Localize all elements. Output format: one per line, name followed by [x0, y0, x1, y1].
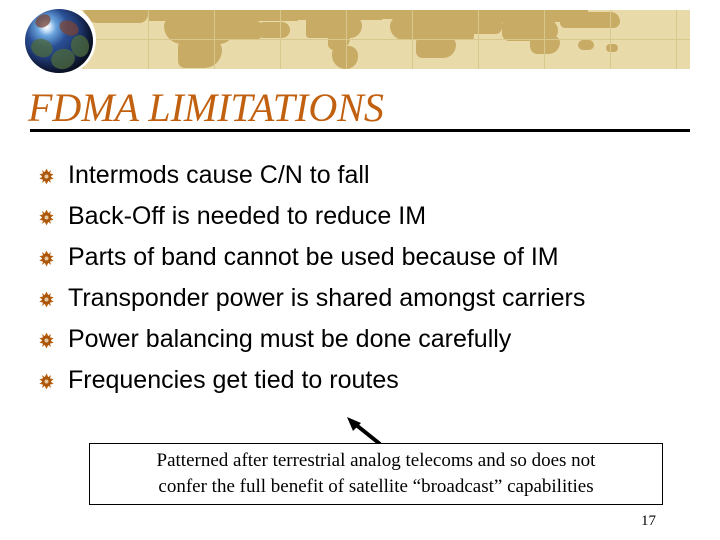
- map-landmass: [218, 20, 264, 40]
- list-item-label: Intermods cause C/N to fall: [68, 161, 370, 189]
- map-landmass: [578, 40, 594, 50]
- compass-bullet-icon: [38, 242, 68, 273]
- list-item: Power balancing must be done carefully: [38, 324, 698, 365]
- list-item-label: Frequencies get tied to routes: [68, 366, 399, 394]
- map-landmass: [378, 10, 498, 19]
- list-item: Intermods cause C/N to fall: [38, 160, 698, 201]
- list-item: Transponder power is shared amongst carr…: [38, 283, 698, 324]
- callout-line-2: confer the full benefit of satellite “br…: [158, 476, 594, 497]
- map-landmass: [560, 12, 620, 28]
- list-item-label: Back-Off is needed to reduce IM: [68, 202, 427, 230]
- map-landmass: [332, 46, 358, 69]
- map-landmass: [306, 16, 362, 38]
- map-landmass: [416, 36, 456, 58]
- map-landmass: [148, 10, 298, 21]
- title-underline-rule: [30, 129, 690, 132]
- page-title: FDMA LIMITATIONS: [28, 85, 384, 130]
- map-landmass: [256, 22, 290, 38]
- list-item: Parts of band cannot be used because of …: [38, 242, 698, 283]
- compass-bullet-icon: [38, 201, 68, 232]
- world-map-banner: [60, 10, 690, 69]
- compass-bullet-icon: [38, 365, 68, 396]
- compass-bullet-icon: [38, 324, 68, 355]
- compass-bullet-icon: [38, 160, 68, 191]
- page-number: 17: [641, 513, 656, 529]
- list-item-label: Transponder power is shared amongst carr…: [68, 284, 586, 312]
- globe-icon: [25, 9, 93, 73]
- map-landmass: [456, 16, 502, 34]
- list-item: Frequencies get tied to routes: [38, 365, 698, 406]
- list-item-label: Power balancing must be done carefully: [68, 325, 512, 353]
- map-landmass: [296, 10, 382, 20]
- compass-bullet-icon: [38, 283, 68, 314]
- map-landmass: [530, 36, 560, 54]
- list-item: Back-Off is needed to reduce IM: [38, 201, 698, 242]
- callout-box: Patterned after terrestrial analog telec…: [89, 443, 663, 505]
- map-landmass: [606, 44, 618, 52]
- callout-line-1: Patterned after terrestrial analog telec…: [156, 450, 596, 471]
- arrow-up-left-icon: [336, 412, 392, 452]
- globe-landmass: [33, 11, 53, 31]
- list-item-label: Parts of band cannot be used because of …: [68, 243, 559, 271]
- bullet-list: Intermods cause C/N to fall Back-Off is …: [38, 160, 698, 406]
- map-landmass: [178, 38, 222, 68]
- map-landmass: [84, 10, 148, 23]
- banner-grid-line: [60, 39, 690, 40]
